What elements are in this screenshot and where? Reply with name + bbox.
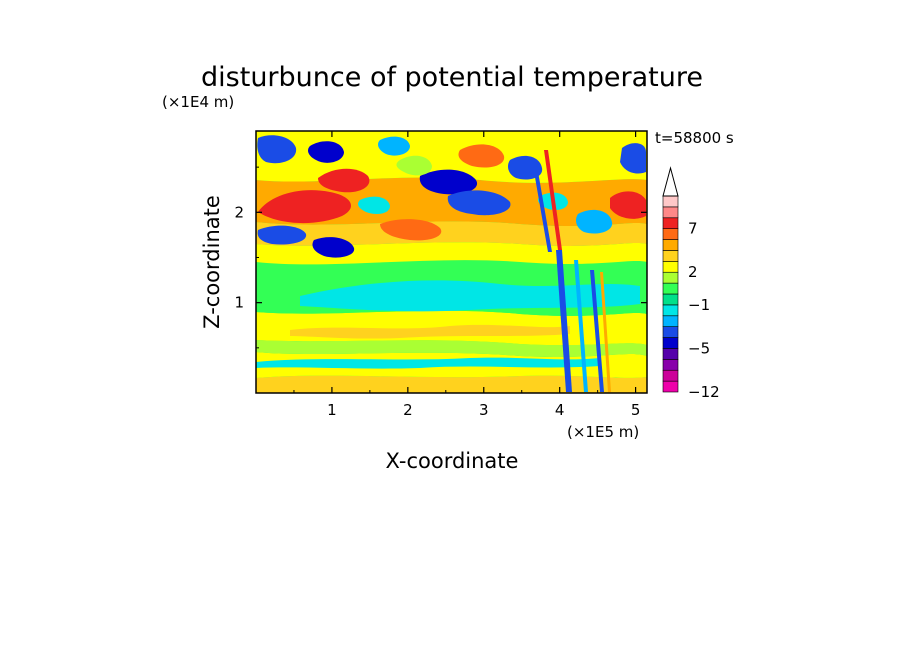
contour-field (256, 131, 647, 393)
warm-core-mid (380, 219, 442, 241)
cold-core-upper-mid-2 (447, 190, 511, 216)
y-tick-label: 1 (234, 294, 244, 312)
colorbar-swatch (662, 282, 679, 295)
time-label: t=58800 s (655, 129, 734, 147)
cold-core-topleft (257, 135, 297, 164)
x-unit-label: (×1E5 m) (567, 423, 639, 441)
cold-core-upper-mid (419, 169, 478, 195)
y-unit-label: (×1E4 m) (162, 93, 234, 111)
colorbar-swatch (662, 195, 679, 208)
colorbar-swatch (662, 228, 679, 240)
x-tick-label: 1 (327, 401, 337, 419)
cold-core-left-mid (257, 225, 307, 245)
band-orange-mid (290, 324, 570, 339)
band-bottom-orange (256, 375, 647, 393)
cold-core-top-mid (378, 136, 410, 156)
green-lens-1 (396, 155, 432, 176)
band-lime-low (256, 340, 647, 357)
colorbar-label: −5 (688, 339, 710, 357)
colorbar-swatch (662, 337, 679, 349)
colorbar-label: −1 (688, 296, 710, 314)
band-cyan-mid (300, 280, 640, 312)
streak-3 (590, 270, 604, 392)
colorbar-swatch (662, 293, 679, 306)
cyan-lens-1 (358, 196, 390, 214)
colorbar-swatch (662, 380, 679, 393)
streak-5 (544, 150, 562, 250)
colorbar-swatch (662, 315, 679, 327)
colorbar-swatch (662, 217, 679, 229)
warm-core-left-2 (318, 168, 370, 193)
colorbar-swatch (662, 369, 679, 382)
streak-4 (600, 272, 611, 392)
colorbar-swatch (662, 304, 679, 317)
band-cyan-low (256, 357, 600, 369)
x-tick-label: 2 (403, 401, 413, 419)
y-axis-label: Z-coordinate (200, 195, 224, 329)
plot-area (255, 130, 648, 394)
chart-title: disturbunce of potential temperature (201, 62, 703, 93)
colorbar-label: −12 (688, 383, 720, 401)
cold-core-top-2 (308, 141, 344, 163)
warm-core-left (258, 190, 352, 224)
y-axis: 12 (234, 166, 647, 349)
streak-2 (574, 260, 588, 392)
colorbar-extend-arrow (662, 166, 679, 197)
colorbar-swatch (662, 206, 679, 219)
x-tick-label: 3 (479, 401, 489, 419)
x-tick-label: 5 (631, 401, 641, 419)
colorbar-label: 7 (688, 220, 698, 238)
colorbar-swatch (662, 239, 679, 251)
cold-core-topright (620, 143, 646, 174)
colorbar-swatch (662, 271, 679, 284)
streak-1 (556, 250, 572, 392)
plot-frame (255, 130, 648, 394)
x-tick-label: 4 (555, 401, 565, 419)
warm-core-upper (458, 144, 505, 168)
colorbar-swatch (662, 250, 679, 262)
colorbar-swatch (662, 359, 679, 371)
colorbar-swatch (662, 261, 679, 273)
y-tick-label: 2 (234, 203, 244, 221)
x-axis: 1 2 3 4 5 (293, 131, 641, 419)
warm-core-right (610, 191, 646, 219)
x-axis-label: X-coordinate (386, 449, 519, 473)
colorbar-label: 2 (688, 263, 698, 281)
cold-core-mid (312, 237, 355, 258)
cold-core-right-2 (576, 209, 613, 234)
colorbar: −12−5−127 (662, 166, 720, 401)
streak-6 (532, 160, 552, 252)
colorbar-swatch (662, 326, 679, 338)
colorbar-swatch (662, 348, 679, 360)
